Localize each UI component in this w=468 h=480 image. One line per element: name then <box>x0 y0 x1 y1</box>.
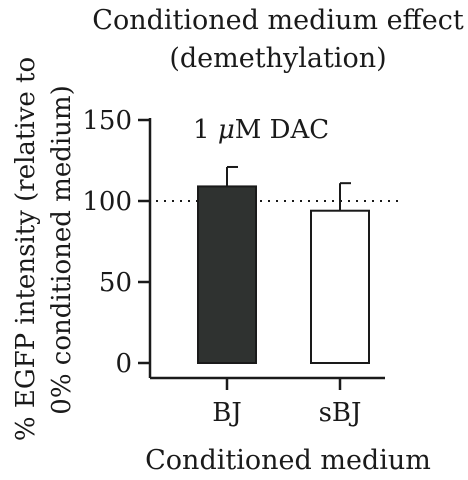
y-ticks: 0 50 100 150 <box>82 106 150 379</box>
bar-sbj <box>310 209 370 364</box>
chart-title-line-2: (demethylation) <box>169 43 386 74</box>
dac-annotation-prefix: 1 <box>193 115 218 145</box>
bars <box>197 185 370 364</box>
y-axis-label-line-2: 0% conditioned medium) <box>47 85 77 414</box>
chart-title-line-1: Conditioned medium effect <box>92 5 464 36</box>
y-tick-label: 0 <box>115 349 132 379</box>
y-tick-label: 150 <box>82 106 132 136</box>
dac-annotation: 1 μM DAC <box>193 115 329 145</box>
x-ticks: BJ sBJ <box>212 378 361 428</box>
dac-annotation-suffix: M DAC <box>235 115 329 145</box>
dac-annotation-mu: μ <box>218 115 235 145</box>
y-tick-label: 50 <box>99 268 132 298</box>
y-tick-label: 100 <box>82 187 132 217</box>
y-axis-label-line-1: % EGFP intensity (relative to <box>11 57 41 441</box>
x-axis-label: Conditioned medium <box>145 445 431 476</box>
x-tick-label: BJ <box>212 398 242 428</box>
x-tick-label: sBJ <box>319 398 362 428</box>
bar-bj <box>197 185 257 364</box>
error-bars <box>226 165 351 211</box>
